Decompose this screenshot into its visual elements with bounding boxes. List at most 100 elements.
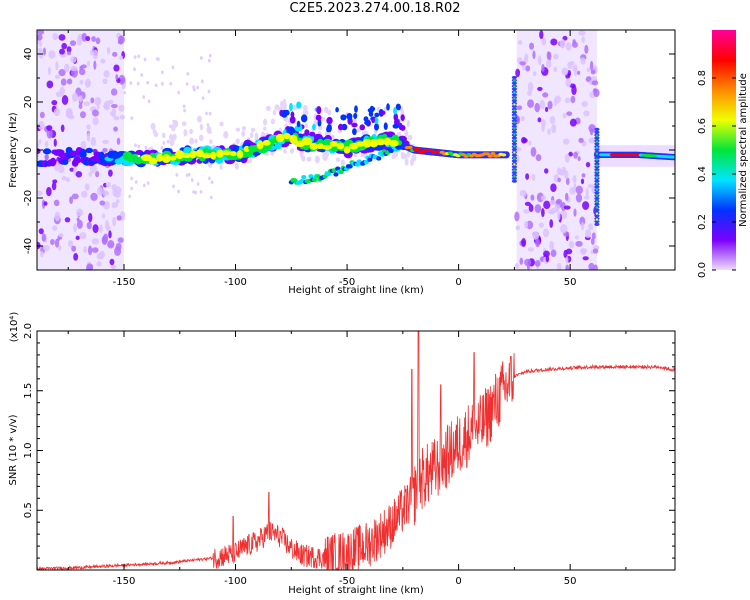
halo-blob (219, 121, 224, 127)
halo-blob (299, 150, 304, 158)
halo-blob (306, 156, 312, 162)
noise-blob (205, 111, 208, 116)
noise-blob (84, 183, 90, 191)
ridge-blob (131, 153, 138, 159)
noise-blob (186, 72, 190, 76)
noise-blob (52, 32, 59, 41)
ridge-blob (222, 150, 231, 156)
halo-blob (411, 154, 417, 162)
noise-blob (537, 86, 543, 91)
snr-background (37, 331, 675, 570)
noise-blob (579, 216, 586, 226)
spectrogram-x-ticks: -150 -100 -50 0 50 (67, 30, 627, 288)
noise-blob (566, 111, 573, 116)
noise-blob (590, 69, 596, 75)
x-tick-label: 50 (564, 277, 577, 288)
spike-blob (513, 115, 516, 118)
noise-blob (526, 220, 534, 230)
spike-blob (594, 219, 600, 224)
spike-blob (511, 119, 517, 123)
ridge-blob (262, 139, 271, 146)
noise-blob (563, 205, 571, 210)
ridge-blob (371, 117, 375, 124)
noise-blob (108, 169, 113, 177)
noise-blob (130, 176, 134, 181)
noise-blob (544, 106, 549, 113)
ridge-blob (79, 149, 87, 159)
noise-blob (565, 177, 570, 186)
secondary-track-blob (301, 174, 307, 180)
ridge-blob (57, 150, 65, 158)
noise-blob (134, 180, 138, 184)
noise-blob (37, 142, 40, 148)
noise-blob (55, 61, 59, 71)
noise-blob (568, 240, 575, 249)
noise-blob (46, 186, 52, 197)
noise-blob (545, 59, 552, 69)
noise-blob (524, 258, 532, 267)
noise-blob (95, 37, 101, 45)
noise-blob (61, 175, 67, 181)
noise-blob (71, 193, 79, 200)
noise-blob (89, 164, 98, 174)
halo-blob (283, 149, 287, 154)
ridge-blob (395, 103, 401, 111)
spike-blob (594, 173, 600, 178)
halo-blob (153, 132, 159, 138)
noise-blob (91, 36, 96, 42)
halo-blob (241, 126, 247, 131)
noise-blob (51, 100, 58, 106)
noise-blob (89, 49, 93, 56)
ridge-blob (316, 106, 322, 115)
noise-blob (109, 258, 115, 266)
noise-blob (581, 101, 588, 108)
noise-blob (92, 49, 99, 60)
noise-blob (44, 140, 49, 148)
ridge-blob (286, 126, 296, 135)
spike-blob (595, 164, 599, 167)
noise-blob (183, 108, 186, 113)
noise-blob (190, 178, 194, 182)
noise-blob (541, 37, 547, 46)
ridge-blob (236, 150, 244, 159)
noise-blob (73, 252, 79, 261)
noise-blob (524, 201, 531, 207)
colorbar-tick-label: 0.4 (697, 166, 708, 182)
noise-blob (48, 50, 56, 59)
snr-x-label: Height of straight line (km) (288, 585, 424, 596)
snr-y-label: SNR (10 * v/v) (8, 414, 19, 485)
noise-blob (73, 223, 77, 233)
noise-blob (591, 80, 599, 86)
noise-blob (137, 54, 141, 59)
noise-blob (515, 68, 521, 78)
noise-blob (115, 74, 119, 80)
noise-blob (591, 232, 596, 240)
noise-blob (588, 137, 596, 144)
halo-blob (391, 154, 396, 160)
ridge-blob (370, 106, 376, 112)
narrow-band-blob (407, 145, 413, 149)
ridge-blob (304, 129, 310, 136)
spike-blob (594, 147, 600, 152)
spike-blob (594, 153, 600, 157)
ridge-blob (296, 101, 302, 109)
spike-blob (511, 142, 517, 146)
noise-blob (522, 138, 528, 143)
noise-blob (53, 108, 61, 117)
noise-blob (102, 235, 106, 244)
ridge-blob (392, 123, 400, 129)
ridge-blob (321, 144, 333, 150)
spike-blob (595, 158, 599, 161)
ridge-blob (169, 155, 177, 161)
noise-blob (114, 246, 122, 257)
halo-blob (235, 127, 241, 132)
noise-blob (45, 154, 49, 162)
x-tick-label: 50 (564, 576, 577, 587)
spike-blob (595, 212, 599, 215)
noise-blob (560, 210, 568, 220)
ridge-blob (275, 133, 285, 143)
ridge-blob (148, 157, 158, 165)
noise-blob (71, 92, 79, 102)
spike-blob (513, 121, 516, 124)
noise-blob (69, 40, 77, 46)
